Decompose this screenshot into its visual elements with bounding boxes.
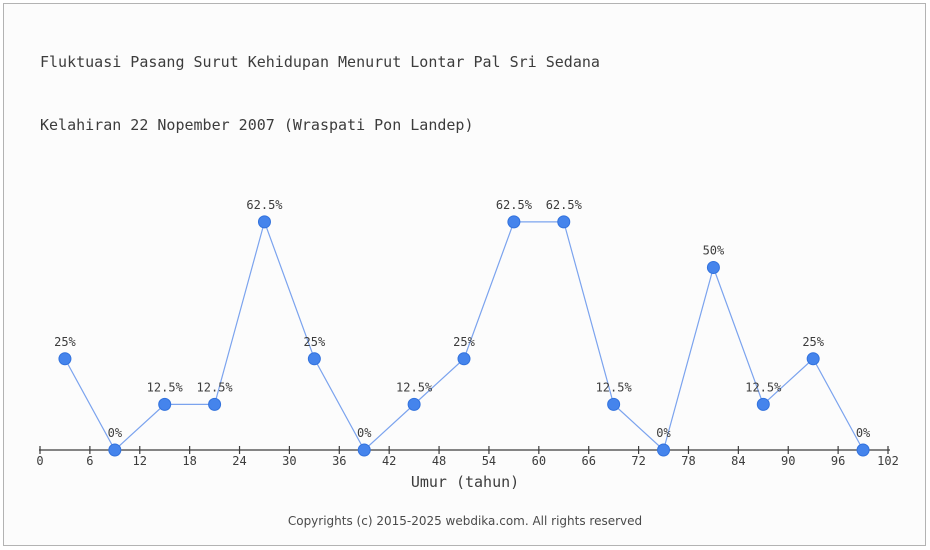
- x-tick-label: 102: [877, 454, 899, 468]
- data-point-label: 0%: [856, 426, 871, 440]
- data-point: [507, 215, 521, 229]
- x-tick-label: 84: [731, 454, 745, 468]
- x-tick-label: 48: [432, 454, 446, 468]
- x-tick-label: 78: [681, 454, 695, 468]
- data-point-label: 12.5%: [596, 380, 633, 394]
- x-tick-label: 36: [332, 454, 346, 468]
- data-point: [756, 397, 770, 411]
- data-point-label: 25%: [802, 335, 824, 349]
- x-tick-label: 72: [631, 454, 645, 468]
- x-tick-label: 60: [532, 454, 546, 468]
- data-point-label: 0%: [656, 426, 671, 440]
- chart-title: Fluktuasi Pasang Surut Kehidupan Menurut…: [40, 10, 600, 178]
- data-point: [307, 352, 321, 366]
- data-point: [557, 215, 571, 229]
- chart-title-line2: Kelahiran 22 Nopember 2007 (Wraspati Pon…: [40, 116, 474, 134]
- x-tick-label: 42: [382, 454, 396, 468]
- copyright-text: Copyrights (c) 2015-2025 webdika.com. Al…: [287, 514, 643, 528]
- data-point-label: 12.5%: [147, 380, 184, 394]
- data-point: [457, 352, 471, 366]
- data-point-label: 25%: [453, 335, 475, 349]
- data-point: [806, 352, 820, 366]
- data-point: [407, 397, 421, 411]
- data-point-label: 62.5%: [546, 198, 583, 212]
- data-point: [706, 261, 720, 274]
- x-tick-label: 96: [831, 454, 845, 468]
- data-point-label: 50%: [703, 244, 725, 258]
- x-tick-label: 6: [86, 454, 93, 468]
- data-point: [208, 397, 222, 411]
- data-point: [856, 443, 870, 457]
- x-tick-label: 66: [581, 454, 595, 468]
- data-point-label: 0%: [357, 426, 372, 440]
- data-point: [657, 443, 671, 457]
- x-tick-label: 54: [482, 454, 496, 468]
- data-point-label: 0%: [108, 426, 123, 440]
- x-tick-label: 30: [282, 454, 296, 468]
- data-point-label: 62.5%: [246, 198, 283, 212]
- x-tick-label: 12: [133, 454, 147, 468]
- data-point: [357, 443, 371, 457]
- chart-frame-border: [3, 3, 926, 546]
- data-point-label: 12.5%: [197, 380, 234, 394]
- data-point: [607, 397, 621, 411]
- data-point-label: 12.5%: [396, 380, 433, 394]
- chart-title-line1: Fluktuasi Pasang Surut Kehidupan Menurut…: [40, 53, 600, 71]
- data-point: [158, 397, 172, 411]
- data-point-label: 25%: [304, 335, 326, 349]
- data-point-label: 12.5%: [745, 380, 782, 394]
- x-tick-label: 24: [232, 454, 246, 468]
- data-point-label: 25%: [54, 335, 76, 349]
- x-tick-label: 90: [781, 454, 795, 468]
- data-point: [108, 443, 122, 457]
- x-tick-label: 0: [36, 454, 43, 468]
- x-axis-title: Umur (tahun): [410, 473, 520, 491]
- data-point: [257, 215, 271, 229]
- data-point: [58, 352, 72, 366]
- x-tick-label: 18: [182, 454, 196, 468]
- data-point-label: 62.5%: [496, 198, 533, 212]
